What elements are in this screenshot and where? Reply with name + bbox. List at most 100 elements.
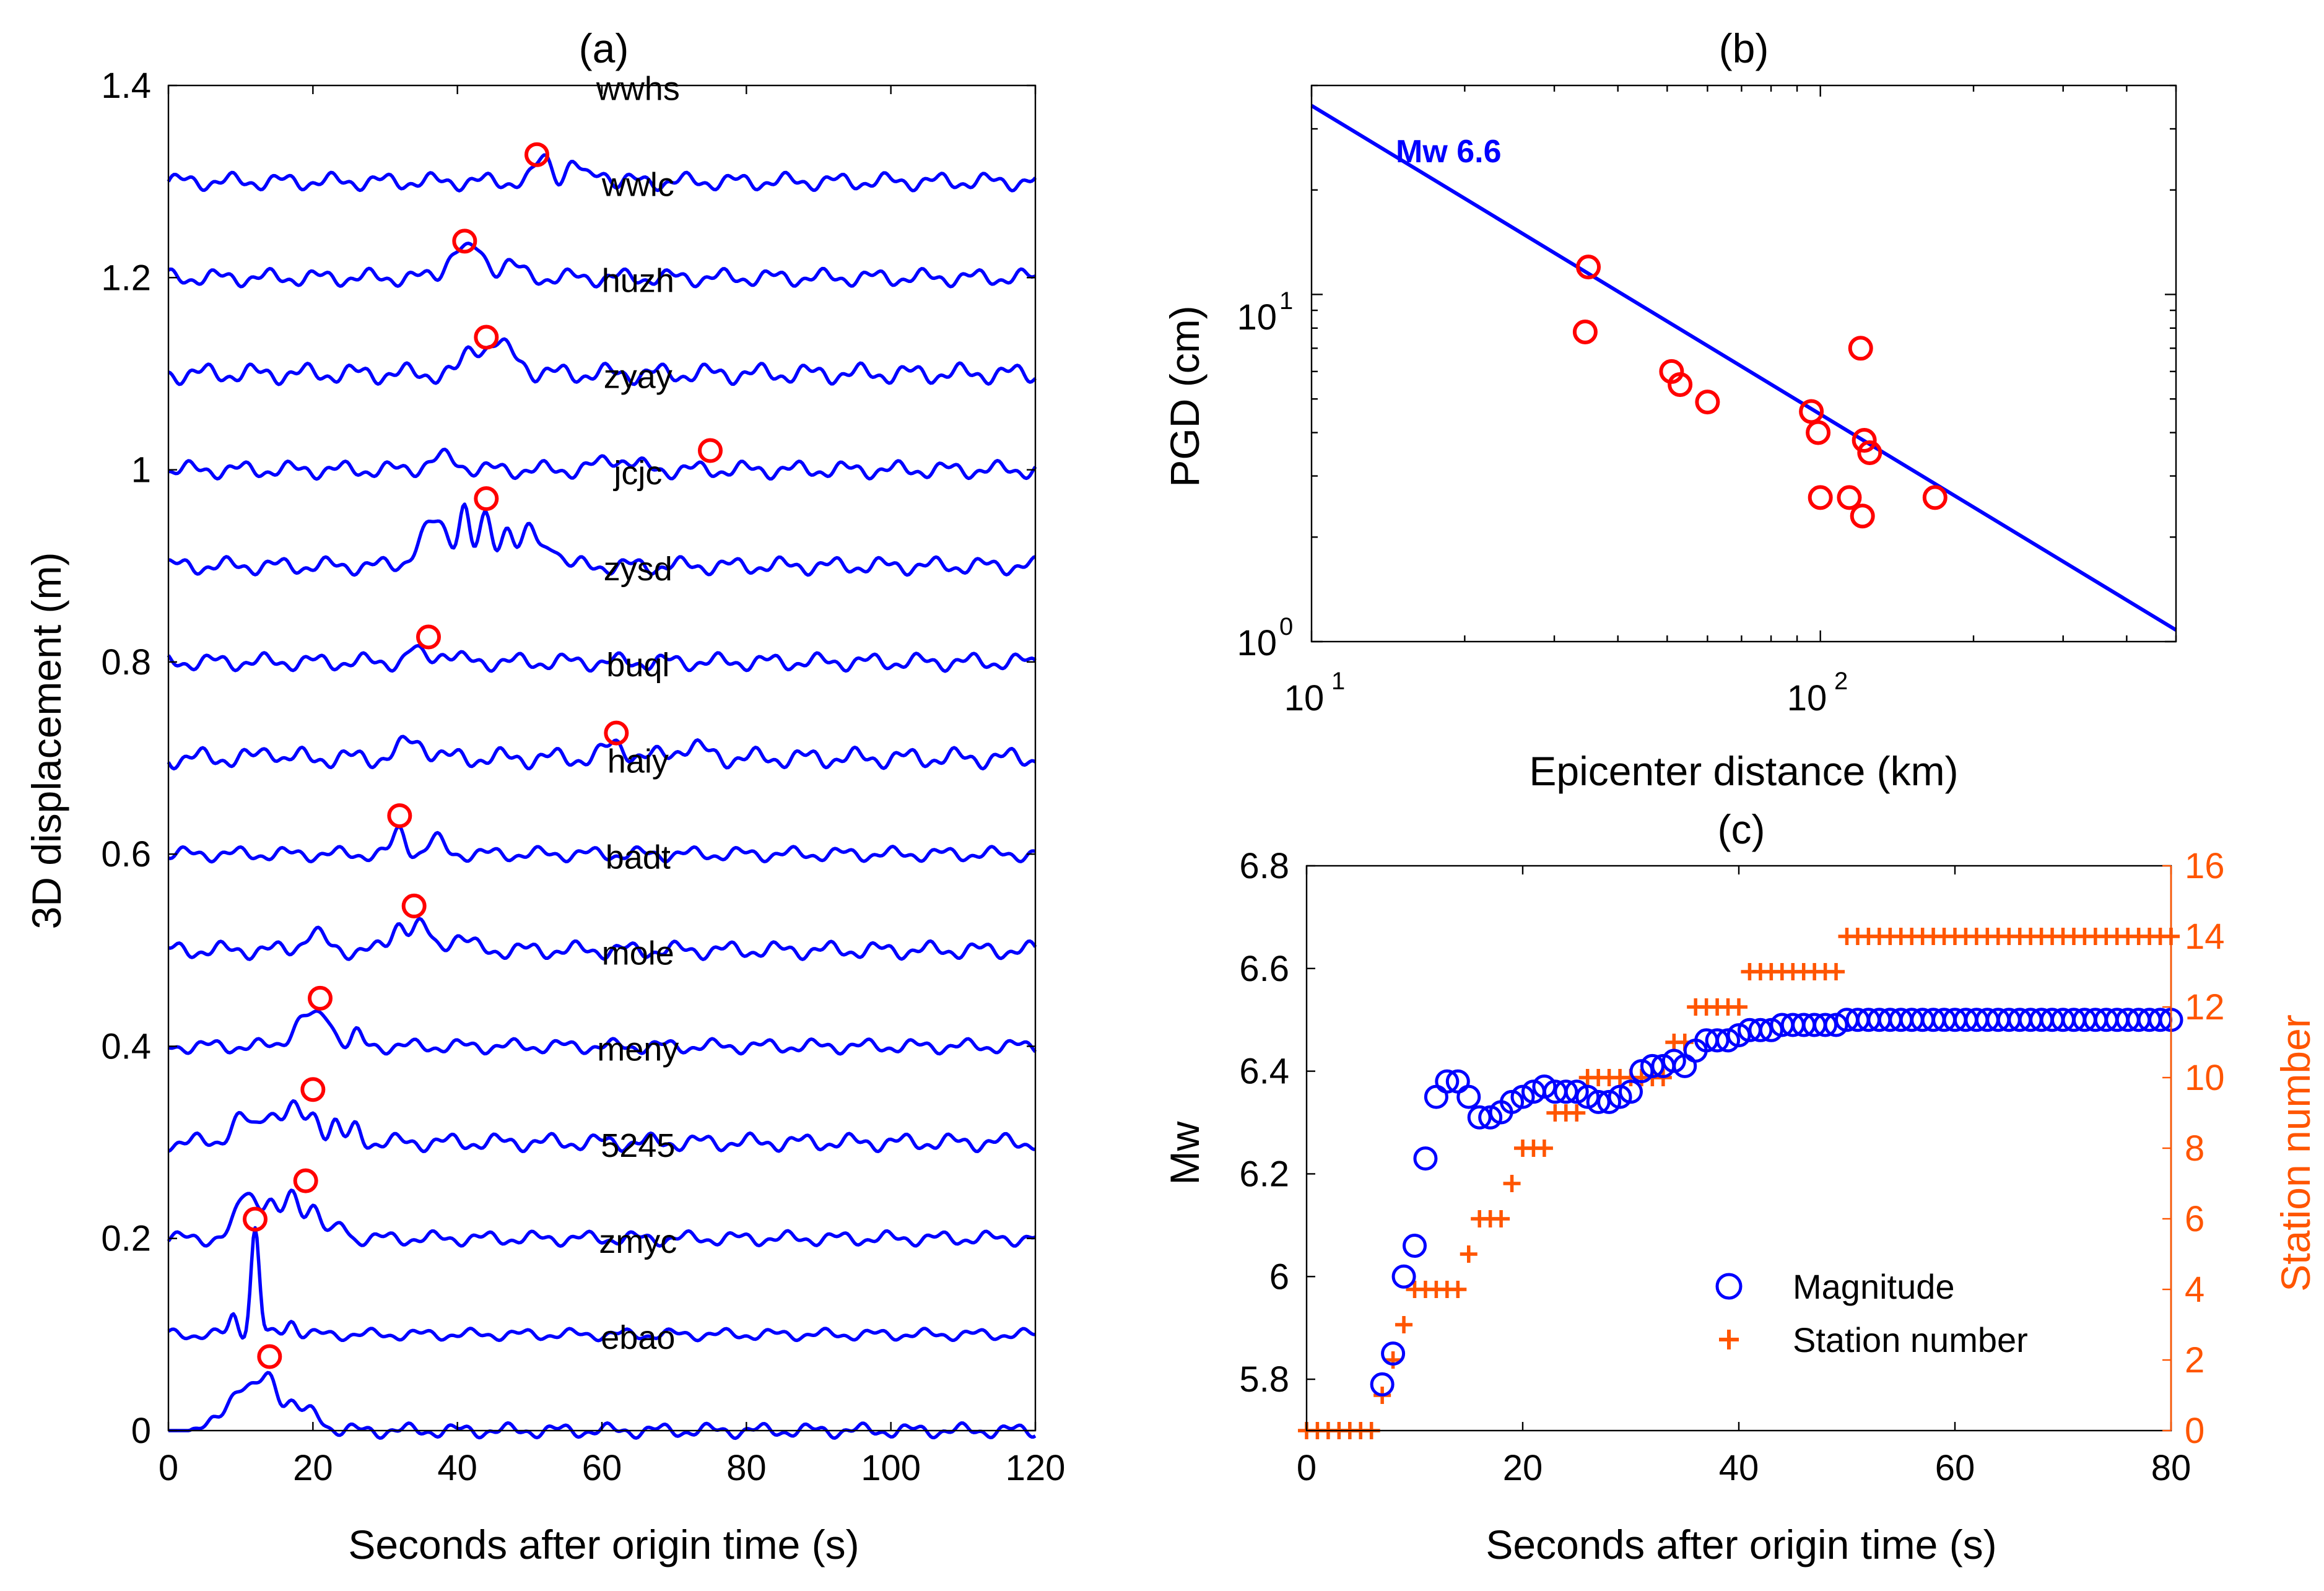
trace-line-jcjc <box>168 502 1036 577</box>
trace-line-badt <box>168 917 1037 961</box>
panel-b-plot-area <box>1310 103 2177 632</box>
legend-magnitude-label: Magnitude <box>1793 1267 1955 1306</box>
panel-a-plot-area: wwhs wwlc huzh zyay jcjc zysd buql haiy badt mole… <box>167 70 1037 1441</box>
magnitude-point-0 <box>1370 1372 1395 1397</box>
magnitude-point-12 <box>1500 1089 1525 1114</box>
c-xtick-label-60: 60 <box>1935 1448 1975 1488</box>
pgd-marker-ebao <box>257 1344 282 1369</box>
a-xtick-label-40: 40 <box>437 1448 477 1488</box>
b-ytick-label-10-base: 10 <box>1237 297 1277 338</box>
magnitude-point-22 <box>1608 1084 1632 1109</box>
station-label-meny: meny <box>597 1031 679 1068</box>
pgd-marker-badt <box>401 893 427 918</box>
pgd-point-10 <box>1850 503 1875 529</box>
a-xtick-label-20: 20 <box>293 1448 333 1488</box>
magnitude-point-36 <box>1759 1018 1783 1042</box>
a-ytick-label-0: 0 <box>131 1411 151 1451</box>
pgd-point-5 <box>1799 399 1824 424</box>
pgd-point-11 <box>1852 428 1877 453</box>
station-label-zmyc: zmyc <box>599 1223 677 1260</box>
c-y2tick-label-2: 2 <box>2185 1340 2204 1380</box>
c-y2tick-label-0: 0 <box>2185 1411 2204 1451</box>
a-ytick-label-0.2: 0.2 <box>101 1219 151 1259</box>
magnitude-point-4 <box>1413 1146 1438 1171</box>
magnitude-point-21 <box>1597 1089 1622 1114</box>
a-xtick-label-60: 60 <box>582 1448 622 1488</box>
trace-line-haiy <box>168 824 1036 864</box>
station-label-mole: mole <box>602 935 674 972</box>
magnitude-point-2 <box>1391 1264 1416 1289</box>
a-xtick-label-120: 120 <box>1006 1448 1066 1488</box>
station-label-jcjc: jcjc <box>612 455 662 492</box>
station-number-point-15 <box>1460 1245 1478 1263</box>
b-ytick-label-10-exp: 1 <box>1279 287 1293 315</box>
station-label-wwlc: wwlc <box>601 166 674 203</box>
b-ytick-label-1-exp: 0 <box>1279 613 1293 640</box>
c-xtick-label-40: 40 <box>1719 1448 1759 1488</box>
station-label-ebao: ebao <box>601 1319 675 1356</box>
c-ytick-label-5.8: 5.8 <box>1239 1359 1289 1400</box>
c-y2tick-label-16: 16 <box>2185 846 2225 886</box>
station-number-point-19 <box>1503 1175 1521 1192</box>
c-ytick-label-6.8: 6.8 <box>1239 846 1289 886</box>
pgd-marker-wwlc <box>452 229 477 254</box>
c-y2tick-label-12: 12 <box>2185 987 2225 1027</box>
trace-line-wwlc <box>167 242 1036 289</box>
station-label-zysd: zysd <box>604 551 672 588</box>
magnitude-point-25 <box>1640 1053 1665 1078</box>
panel-b-axes-frame <box>1310 84 2177 643</box>
station-number-point-40 <box>1730 998 1747 1016</box>
pgd-point-7 <box>1808 485 1833 510</box>
pgd-point-9 <box>1848 336 1873 361</box>
panel-a-x-axis-label: Seconds after origin time (s) <box>348 1522 859 1567</box>
station-label-huzh: huzh <box>602 263 674 300</box>
panel-c-plot-area <box>1298 928 2183 1439</box>
trace-line-mole <box>167 1009 1037 1056</box>
pgd-marker-5245 <box>293 1168 318 1193</box>
panel-c-axes-frame <box>1305 865 2172 1432</box>
a-xtick-label-80: 80 <box>726 1448 767 1488</box>
panel-c-y2-axis-label: Station number <box>2273 1014 2318 1292</box>
a-ytick-label-1.4: 1.4 <box>101 66 151 106</box>
magnitude-point-31 <box>1705 1028 1730 1053</box>
pgd-point-8 <box>1837 485 1862 510</box>
magnitude-point-3 <box>1403 1234 1427 1258</box>
c-ytick-label-6.2: 6.2 <box>1239 1154 1289 1194</box>
pgd-marker-zmyc <box>243 1206 268 1232</box>
panel-b-title: (b) <box>1719 25 1769 71</box>
pgd-point-0 <box>1576 255 1601 280</box>
c-xtick-label-80: 80 <box>2151 1448 2191 1488</box>
magnitude-point-18 <box>1564 1079 1589 1104</box>
pgd-marker-huzh <box>474 325 499 350</box>
pgd-marker-haiy <box>387 803 412 829</box>
magnitude-point-33 <box>1726 1023 1751 1048</box>
station-number-point-22 <box>1535 1140 1553 1157</box>
trace-line-zysd <box>167 643 1037 673</box>
pgd-point-12 <box>1857 440 1882 466</box>
c-ytick-label-6.4: 6.4 <box>1239 1052 1289 1092</box>
station-label-5245: 5245 <box>601 1127 675 1164</box>
magnitude-point-41 <box>1813 1013 1838 1037</box>
a-ytick-label-0.4: 0.4 <box>101 1026 151 1066</box>
pgd-point-4 <box>1695 390 1720 415</box>
b-xtick-label-10-exp: 1 <box>1331 668 1345 695</box>
panel-b-x-axis-label: Epicenter distance (km) <box>1529 748 1958 794</box>
magnitude-point-13 <box>1510 1084 1535 1109</box>
c-xtick-label-0: 0 <box>1297 1448 1316 1488</box>
c-ytick-label-6.6: 6.6 <box>1239 949 1289 989</box>
station-number-point-8 <box>1384 1351 1402 1369</box>
panel-b-y-axis-label: PGD (cm) <box>1162 305 1208 487</box>
panel-c-ticks: 0 20 40 60 80 5.8 6 6.2 6.4 6.6 6.8 0 2 4 6 8 10 12 14 16 <box>1239 846 2224 1488</box>
a-xtick-label-100: 100 <box>861 1448 921 1488</box>
trace-line-zyay <box>168 447 1037 481</box>
c-xtick-label-20: 20 <box>1503 1448 1543 1488</box>
magnitude-point-23 <box>1619 1079 1643 1104</box>
legend-magnitude-marker <box>1715 1273 1743 1300</box>
magnitude-point-6 <box>1435 1069 1460 1094</box>
station-label-buql: buql <box>606 647 669 684</box>
fit-line-label: Mw 6.6 <box>1396 134 1502 170</box>
pgd-scaling-fit-line <box>1310 103 2177 632</box>
panel-a-y-axis-label: 3D displacement (m) <box>24 552 69 930</box>
magnitude-point-35 <box>1748 1018 1773 1042</box>
